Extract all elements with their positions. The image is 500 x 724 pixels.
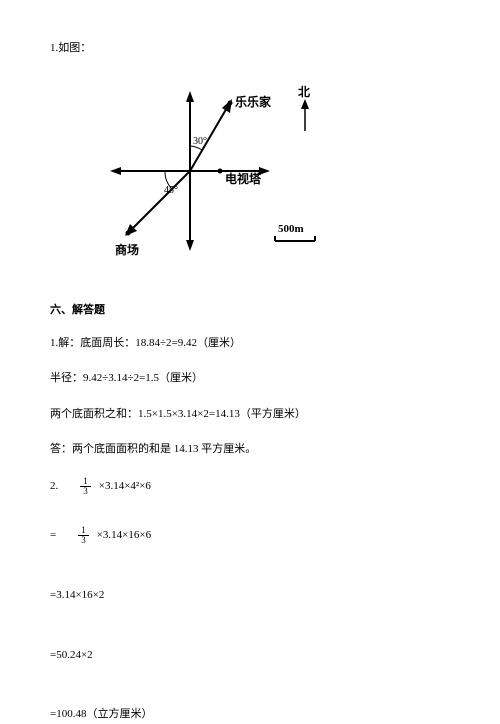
section-6-title: 六、解答题: [50, 301, 450, 317]
fraction-1-3-b: 1 3: [78, 526, 89, 545]
q6-1-line2: 半径：9.42÷3.14÷2=1.5（厘米）: [50, 370, 450, 388]
q6-2-label: 2.: [50, 478, 58, 496]
label-market: 商场: [115, 242, 139, 257]
diagram-svg: 乐乐家 北 30° 电视塔 45° 商场 500m: [80, 76, 340, 276]
q6-2-line5: =100.48（立方厘米）: [50, 706, 450, 724]
compass-diagram: 乐乐家 北 30° 电视塔 45° 商场 500m: [80, 76, 340, 276]
label-angle45: 45°: [164, 185, 178, 196]
q6-1-line1: 1.解：底面周长：18.84÷2=9.42（厘米）: [50, 335, 450, 353]
q6-2-expr2: ×3.14×16×6: [97, 527, 151, 545]
q6-2-line2: = 1 3 ×3.14×16×6: [50, 526, 450, 545]
q6-2-line1: 2. 1 3 ×3.14×4²×6: [50, 477, 450, 496]
fraction-1-3-a: 1 3: [80, 477, 91, 496]
label-scale: 500m: [278, 223, 304, 235]
q6-1-line4: 答：两个底面面积的和是 14.13 平方厘米。: [50, 441, 450, 459]
q6-2-expr1: ×3.14×4²×6: [99, 478, 151, 496]
label-home: 乐乐家: [235, 94, 272, 109]
q6-2-line3: =3.14×16×2: [50, 587, 450, 605]
q6-1-line3: 两个底面积之和：1.5×1.5×3.14×2=14.13（平方厘米）: [50, 406, 450, 424]
label-tvtower: 电视塔: [225, 171, 262, 186]
label-north: 北: [298, 84, 310, 99]
q6-2-line4: =50.24×2: [50, 647, 450, 665]
question-1-label: 1.如图：: [50, 40, 450, 58]
label-angle30: 30°: [193, 136, 207, 147]
eq-sign: =: [50, 527, 56, 545]
